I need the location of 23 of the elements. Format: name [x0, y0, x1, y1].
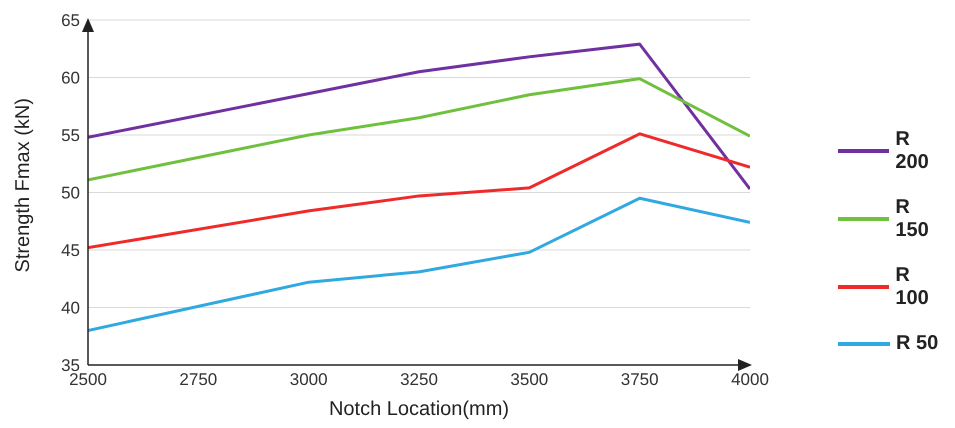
line-series	[88, 196, 750, 332]
x-tick-label: 3000	[290, 370, 328, 390]
y-tick-label: 40	[61, 298, 80, 318]
x-tick-label: 3250	[400, 370, 438, 390]
legend-label: R 200	[895, 128, 930, 174]
x-tick-label: 3750	[620, 370, 659, 390]
legend-label: R 100	[895, 264, 930, 310]
x-tick-label: 3500	[510, 370, 548, 390]
y-tick-label: 45	[61, 241, 80, 260]
legend-label: R 50	[896, 332, 938, 355]
y-tick-label: 65	[61, 11, 80, 30]
y-tick-label: 50	[61, 184, 80, 203]
y-axis-title: Strength Fmax (kN)	[12, 98, 34, 272]
line-series	[88, 77, 750, 182]
line-series	[88, 132, 750, 250]
y-tick-label: 60	[61, 68, 80, 88]
x-tick-label: 2500	[69, 370, 107, 390]
x-tick-label: 2750	[179, 370, 218, 390]
legend-label: R 150	[895, 196, 930, 242]
y-tick-label: 55	[61, 126, 80, 146]
line-series	[88, 42, 750, 191]
x-axis-title: Notch Location(mm)	[328, 398, 510, 420]
x-tick-label: 4000	[731, 370, 769, 390]
